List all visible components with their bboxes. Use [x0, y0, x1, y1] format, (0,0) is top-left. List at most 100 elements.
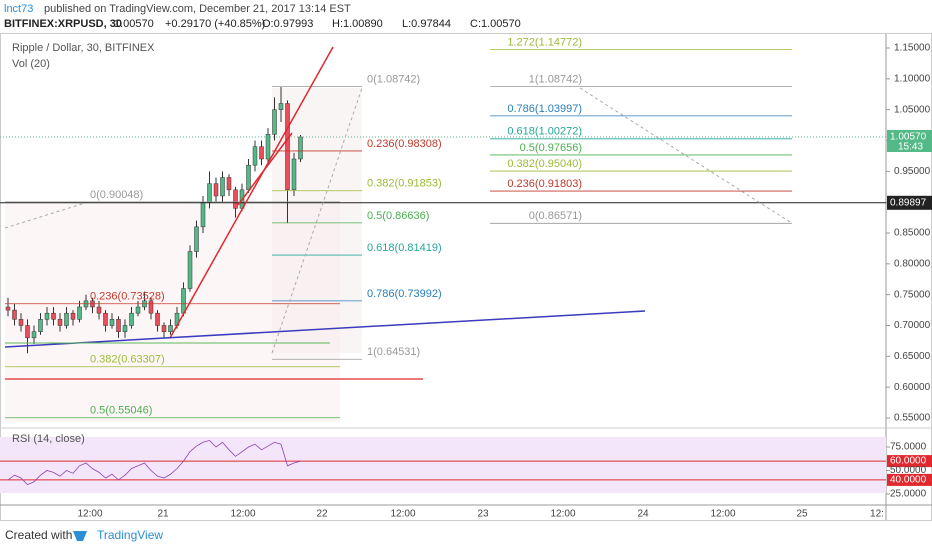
time-label: 23: [477, 509, 489, 520]
volume-label: Vol (20): [12, 58, 50, 70]
candle-body: [246, 164, 251, 191]
fib-diagonal: [4, 202, 86, 229]
tv-logo: [73, 531, 87, 541]
candle-body: [96, 306, 102, 314]
last-price-tag: [887, 129, 932, 152]
candle-body: [129, 312, 134, 326]
candle-body: [44, 312, 50, 320]
price-tick-label: 0.75000: [894, 289, 931, 300]
candle-body: [109, 319, 115, 326]
cursor-label: 0.89897: [890, 197, 927, 208]
price-tick-label: 0.55000: [894, 413, 931, 424]
candle-body: [51, 312, 56, 320]
candle-body: [148, 300, 154, 314]
candle-body: [38, 319, 43, 332]
candle-body: [12, 309, 17, 320]
candle-body: [213, 183, 219, 197]
fib-label: 0.382(0.63307): [90, 354, 165, 366]
candle-body: [57, 319, 63, 326]
candle-body: [207, 183, 212, 203]
price-tick-label: 0.65000: [894, 351, 931, 362]
fib-diagonal: [271, 87, 363, 354]
fib-label: 1(0.64531): [367, 346, 420, 358]
trend-line: [237, 132, 293, 206]
price-tick-label: 1.10000: [894, 73, 931, 84]
rsi-tick-label: 75.0000: [890, 442, 927, 453]
fib-label: 0.236(0.73528): [90, 291, 165, 303]
fib-label: 0.618(1.00272): [507, 126, 582, 138]
fib-label: 0.5(0.55046): [90, 405, 152, 417]
candle-body: [18, 319, 24, 326]
candle-body: [226, 177, 232, 191]
price-tick-label: 1.15000: [894, 43, 931, 54]
trend-line: [169, 46, 334, 339]
ohlc-low: L:0.97844: [402, 18, 451, 30]
rsi-tick-label: 25.0000: [890, 489, 927, 500]
candle-body: [155, 312, 160, 326]
candle-body: [31, 331, 37, 339]
candle-body: [233, 189, 238, 209]
ohlc-open: O:0.97993: [262, 18, 313, 30]
candle-body: [285, 103, 290, 191]
price-tick-label: 0.80000: [894, 258, 931, 269]
rsi-tick-label: 50.0000: [890, 465, 927, 476]
candle-body: [220, 177, 225, 197]
fib-label: 0.618(0.81419): [367, 242, 442, 254]
fib-label: 0.5(0.97656): [520, 142, 582, 154]
price-tick-label: 0.60000: [894, 382, 931, 393]
ohlc-close: C:1.00570: [470, 18, 521, 30]
fib-label: 0.236(0.91803): [507, 178, 582, 190]
candle-body: [272, 109, 277, 135]
rsi-level-tag: [887, 455, 932, 468]
cursor-tag: [887, 195, 932, 210]
candle-body: [259, 146, 264, 160]
rsi-line: [7, 439, 301, 486]
price-tick-label: 0.70000: [894, 320, 931, 331]
footer-brand[interactable]: TradingView: [97, 528, 163, 542]
candle-body: [77, 306, 82, 320]
fib-label: 1.272(1.14772): [507, 36, 582, 48]
fib-label: 0(0.90048): [90, 189, 143, 201]
author[interactable]: lnct73: [4, 3, 33, 15]
fib-label: 0.5(0.86636): [367, 210, 429, 222]
chart-title: Ripple / Dollar, 30, BITFINEX: [12, 42, 155, 54]
published: published on TradingView.com, December 2…: [44, 3, 351, 15]
fib-label: 1(1.08742): [529, 73, 582, 85]
trend-line: [4, 310, 646, 348]
rsi-level-tag: [887, 473, 932, 486]
candle-body: [5, 306, 11, 311]
fib-label: 0(0.86571): [529, 210, 582, 222]
footer-created: Created with: [5, 528, 72, 542]
time-label: 21: [157, 509, 169, 520]
time-label: 24: [637, 509, 649, 520]
candle-body: [181, 288, 186, 314]
rsi-title: RSI (14, close): [12, 433, 85, 445]
price-tick-label: 1.05000: [894, 104, 931, 115]
last-price-label: 1.00570: [890, 132, 927, 143]
rsi-tick-label: 40.0000: [890, 475, 927, 486]
symbol: BITFINEX:XRPUSD, 30: [4, 18, 122, 30]
time-label: 12:00: [230, 509, 255, 520]
time-label: 22: [316, 509, 328, 520]
rsi-tick-label: 60.0000: [890, 456, 927, 467]
fib-label: 0.382(0.91853): [367, 178, 442, 190]
last: 1.00570: [114, 18, 154, 30]
price-tick-label: 0.85000: [894, 228, 931, 239]
time-label: 12:00: [550, 509, 575, 520]
candle-body: [122, 325, 128, 332]
candle-body: [116, 319, 121, 332]
time-label: 12:00: [710, 509, 735, 520]
candle-body: [187, 251, 193, 289]
price-tick-label: 0.95000: [894, 166, 931, 177]
time-label: 12:00: [390, 509, 415, 520]
fib-label: 0.786(0.73992): [367, 288, 442, 300]
ohlc-high: H:1.00890: [332, 18, 383, 30]
candle-body: [25, 325, 30, 339]
time-label: 12:: [870, 509, 884, 520]
fib-label: 0.382(0.95040): [507, 158, 582, 170]
change: +0.29170 (+40.85%): [165, 18, 265, 30]
candle-body: [135, 306, 141, 314]
fib-label: 0.786(1.03997): [507, 103, 582, 115]
candle-body: [200, 201, 206, 228]
